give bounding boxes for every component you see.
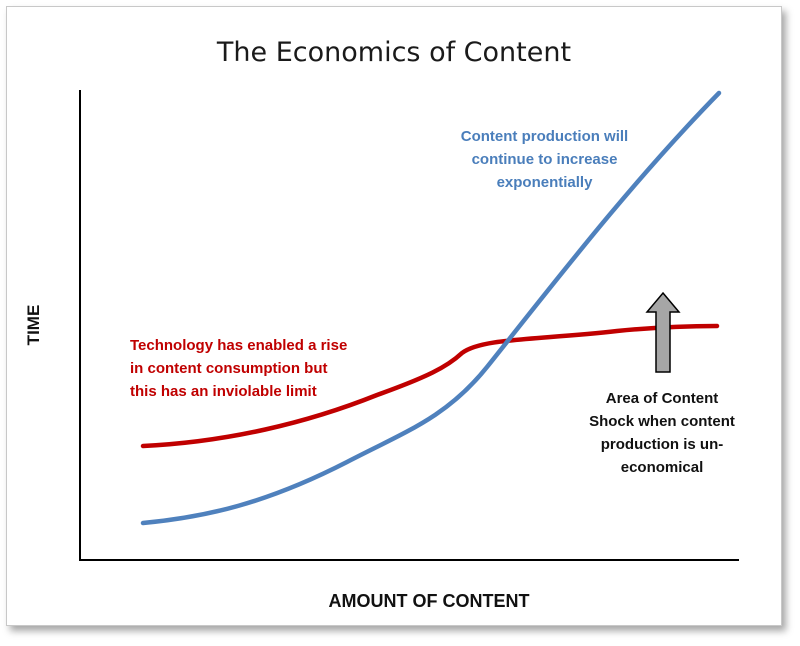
consumption-annotation-line: this has an inviolable limit — [130, 383, 317, 400]
diagram-plot — [79, 90, 739, 561]
consumption-curve — [140, 323, 720, 449]
content-shock-annotation-line: production is un- — [600, 436, 724, 453]
diagram-card: The Economics of Content TIME AMOUNT OF … — [6, 6, 782, 626]
consumption-annotation-line: Technology has enabled a rise — [130, 337, 348, 354]
production-annotation-line: exponentially — [496, 174, 593, 191]
content-shock-annotation-line: Shock when content — [589, 413, 735, 430]
content-shock-annotation-line: Area of Content — [605, 390, 719, 407]
content-shock-arrow — [645, 291, 681, 373]
content-shock-annotation: Area of Content Shock when content produ… — [562, 387, 762, 479]
production-annotation-line: Content production will — [460, 128, 629, 145]
diagram-title: The Economics of Content — [216, 37, 572, 68]
production-annotation: Content production will continue to incr… — [427, 125, 662, 194]
consumption-annotation: Technology has enabled a rise in content… — [130, 334, 370, 403]
content-shock-annotation-line: economical — [620, 459, 704, 476]
x-axis-label: AMOUNT OF CONTENT — [328, 591, 530, 611]
production-annotation-line: continue to increase — [471, 151, 618, 168]
consumption-annotation-line: in content consumption but — [130, 360, 328, 377]
production-curve — [140, 90, 722, 526]
